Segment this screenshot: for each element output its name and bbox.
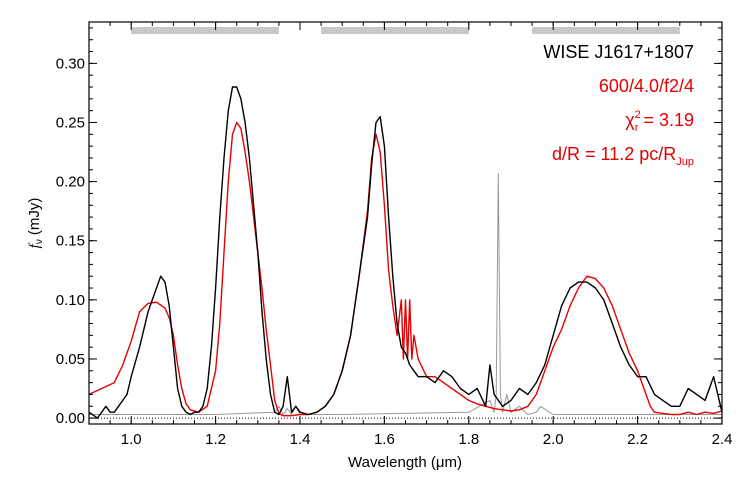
x-tick-label: 1.2 bbox=[205, 431, 226, 448]
band-bars bbox=[131, 27, 680, 34]
series-layer bbox=[88, 86, 723, 419]
model-spectrum-line bbox=[88, 121, 723, 417]
x-tick-label: 1.6 bbox=[374, 431, 395, 448]
axis-ticks: 1.0 1.2 1.4 1.6 1.8 2.0 2.2 2.4 0.00 0.05 0.10 0.15… bbox=[56, 22, 733, 448]
y-tick-label: 0.10 bbox=[56, 292, 85, 309]
x-tick-label: 1.0 bbox=[121, 431, 142, 448]
y-tick-label: 0.20 bbox=[56, 174, 85, 191]
y-tick-label: 0.25 bbox=[56, 115, 85, 132]
y-tick-label: 0.15 bbox=[56, 233, 85, 250]
y-axis-title: fν(mJy) bbox=[26, 198, 45, 249]
band-bar-2 bbox=[321, 27, 469, 34]
x-axis-title: Wavelength (μm) bbox=[348, 454, 462, 471]
model-label: 600/4.0/f2/4 bbox=[599, 76, 694, 96]
x-tick-label: 1.8 bbox=[458, 431, 479, 448]
y-tick-label: 0.00 bbox=[56, 410, 85, 427]
x-tick-label: 2.4 bbox=[712, 431, 733, 448]
object-label: WISE J1617+1807 bbox=[543, 42, 694, 62]
chi-label: χ2 r = 3.19 bbox=[625, 109, 694, 134]
band-bar-3 bbox=[532, 27, 680, 34]
distance-label: d/R = 11.2 pc/RJup bbox=[552, 144, 694, 168]
noise-spectrum-line bbox=[89, 172, 722, 415]
x-tick-label: 2.0 bbox=[543, 431, 564, 448]
x-tick-label: 1.4 bbox=[290, 431, 311, 448]
band-bar-1 bbox=[131, 27, 279, 34]
y-tick-label: 0.05 bbox=[56, 351, 85, 368]
y-tick-label: 0.30 bbox=[56, 55, 85, 72]
x-tick-label: 2.2 bbox=[627, 431, 648, 448]
observed-spectrum-line bbox=[88, 86, 723, 419]
